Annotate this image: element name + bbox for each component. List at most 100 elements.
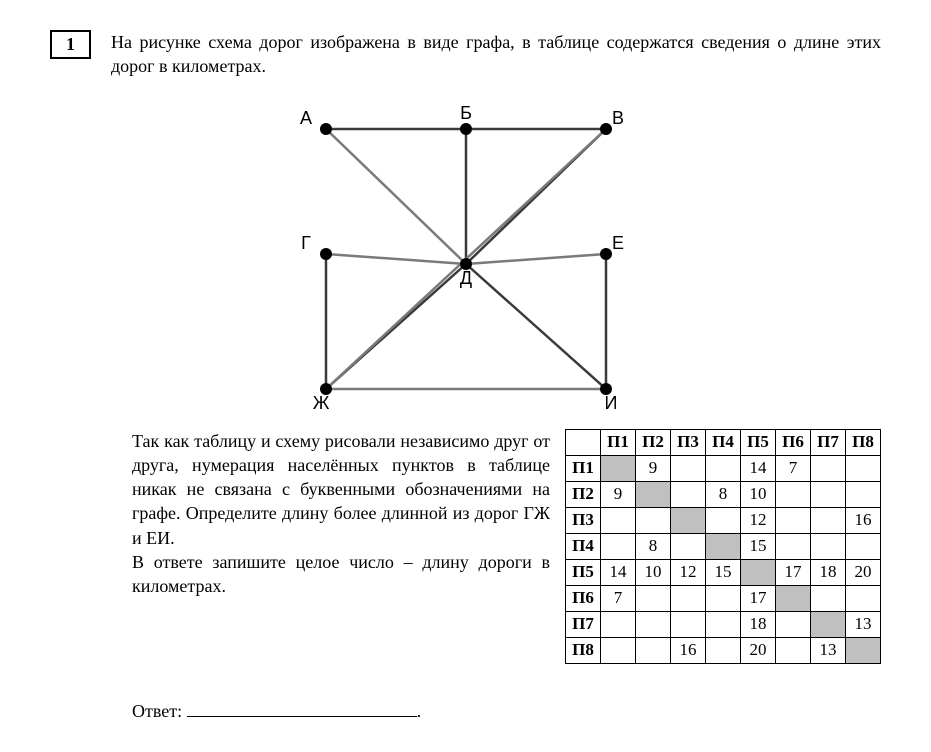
matrix-cell [671, 533, 706, 559]
matrix-col-header: П7 [811, 429, 846, 455]
matrix-cell [706, 455, 741, 481]
matrix-cell [636, 507, 671, 533]
matrix-cell [706, 507, 741, 533]
matrix-cell [846, 637, 881, 663]
graph-node-label: В [611, 108, 623, 128]
matrix-cell: 10 [741, 481, 776, 507]
matrix-row-header: П3 [566, 507, 601, 533]
matrix-cell [846, 533, 881, 559]
matrix-cell [636, 637, 671, 663]
graph-node-label: Ж [312, 393, 329, 413]
matrix-col-header: П1 [601, 429, 636, 455]
matrix-cell [811, 507, 846, 533]
matrix-cell [706, 611, 741, 637]
matrix-row-header: П7 [566, 611, 601, 637]
answer-blank [187, 699, 417, 717]
graph-node-label: Б [460, 103, 472, 123]
matrix-cell [706, 585, 741, 611]
matrix-cell [846, 585, 881, 611]
matrix-row-header: П2 [566, 481, 601, 507]
matrix-cell: 12 [741, 507, 776, 533]
matrix-cell [846, 481, 881, 507]
matrix-row-header: П6 [566, 585, 601, 611]
matrix-cell: 18 [741, 611, 776, 637]
matrix-cell: 15 [706, 559, 741, 585]
graph-node-label: И [604, 393, 617, 413]
problem-lower-text: Так как таблицу и схему рисовали независ… [132, 429, 550, 599]
matrix-cell: 9 [636, 455, 671, 481]
matrix-cell [671, 481, 706, 507]
lower-text-part1: Так как таблицу и схему рисовали независ… [132, 431, 550, 548]
graph-figure: АБВГДЕЖИ [50, 89, 881, 424]
matrix-row-header: П4 [566, 533, 601, 559]
matrix-cell [671, 585, 706, 611]
matrix-col-header: П3 [671, 429, 706, 455]
matrix-cell: 12 [671, 559, 706, 585]
distance-matrix-table: П1П2П3П4П5П6П7П8П19147П29810П31216П4815П… [565, 429, 881, 664]
matrix-cell: 9 [601, 481, 636, 507]
answer-row: Ответ: . [132, 699, 881, 722]
matrix-cell [811, 481, 846, 507]
matrix-cell [811, 455, 846, 481]
matrix-cell [776, 637, 811, 663]
matrix-cell [776, 481, 811, 507]
lower-text-part2: В ответе запишите целое число – длину до… [132, 552, 550, 596]
matrix-cell [636, 481, 671, 507]
problem-intro-text: На рисунке схема дорог изображена в виде… [111, 30, 881, 79]
graph-node-label: Е [611, 233, 623, 253]
graph-node-label: Д [459, 268, 471, 288]
matrix-cell [741, 559, 776, 585]
matrix-corner-cell [566, 429, 601, 455]
matrix-cell [601, 507, 636, 533]
matrix-cell: 15 [741, 533, 776, 559]
matrix-cell [706, 637, 741, 663]
matrix-row-header: П8 [566, 637, 601, 663]
matrix-cell: 8 [706, 481, 741, 507]
matrix-cell: 20 [741, 637, 776, 663]
matrix-cell [776, 507, 811, 533]
matrix-cell [776, 611, 811, 637]
graph-node [600, 248, 612, 260]
graph-node [320, 123, 332, 135]
matrix-cell: 17 [776, 559, 811, 585]
matrix-col-header: П8 [846, 429, 881, 455]
matrix-cell: 14 [741, 455, 776, 481]
matrix-cell: 16 [671, 637, 706, 663]
matrix-cell: 7 [776, 455, 811, 481]
matrix-cell [846, 455, 881, 481]
graph-edge [466, 254, 606, 264]
matrix-col-header: П5 [741, 429, 776, 455]
graph-edge [466, 264, 606, 389]
matrix-cell: 20 [846, 559, 881, 585]
graph-node [460, 123, 472, 135]
matrix-cell [671, 507, 706, 533]
matrix-cell: 13 [846, 611, 881, 637]
matrix-cell: 13 [811, 637, 846, 663]
matrix-cell [811, 533, 846, 559]
matrix-cell: 8 [636, 533, 671, 559]
matrix-row-header: П5 [566, 559, 601, 585]
matrix-cell [671, 611, 706, 637]
matrix-cell [776, 585, 811, 611]
matrix-cell: 7 [601, 585, 636, 611]
matrix-cell [601, 637, 636, 663]
matrix-cell: 17 [741, 585, 776, 611]
matrix-cell [636, 585, 671, 611]
matrix-cell [636, 611, 671, 637]
graph-node-label: Г [301, 233, 311, 253]
matrix-cell [811, 611, 846, 637]
graph-edge [326, 129, 466, 264]
matrix-col-header: П4 [706, 429, 741, 455]
matrix-cell [776, 533, 811, 559]
answer-label: Ответ: [132, 701, 182, 721]
matrix-cell [601, 455, 636, 481]
matrix-cell: 14 [601, 559, 636, 585]
matrix-row-header: П1 [566, 455, 601, 481]
graph-node [600, 123, 612, 135]
matrix-col-header: П2 [636, 429, 671, 455]
matrix-cell [706, 533, 741, 559]
matrix-cell: 16 [846, 507, 881, 533]
matrix-cell [601, 611, 636, 637]
matrix-cell [671, 455, 706, 481]
matrix-col-header: П6 [776, 429, 811, 455]
